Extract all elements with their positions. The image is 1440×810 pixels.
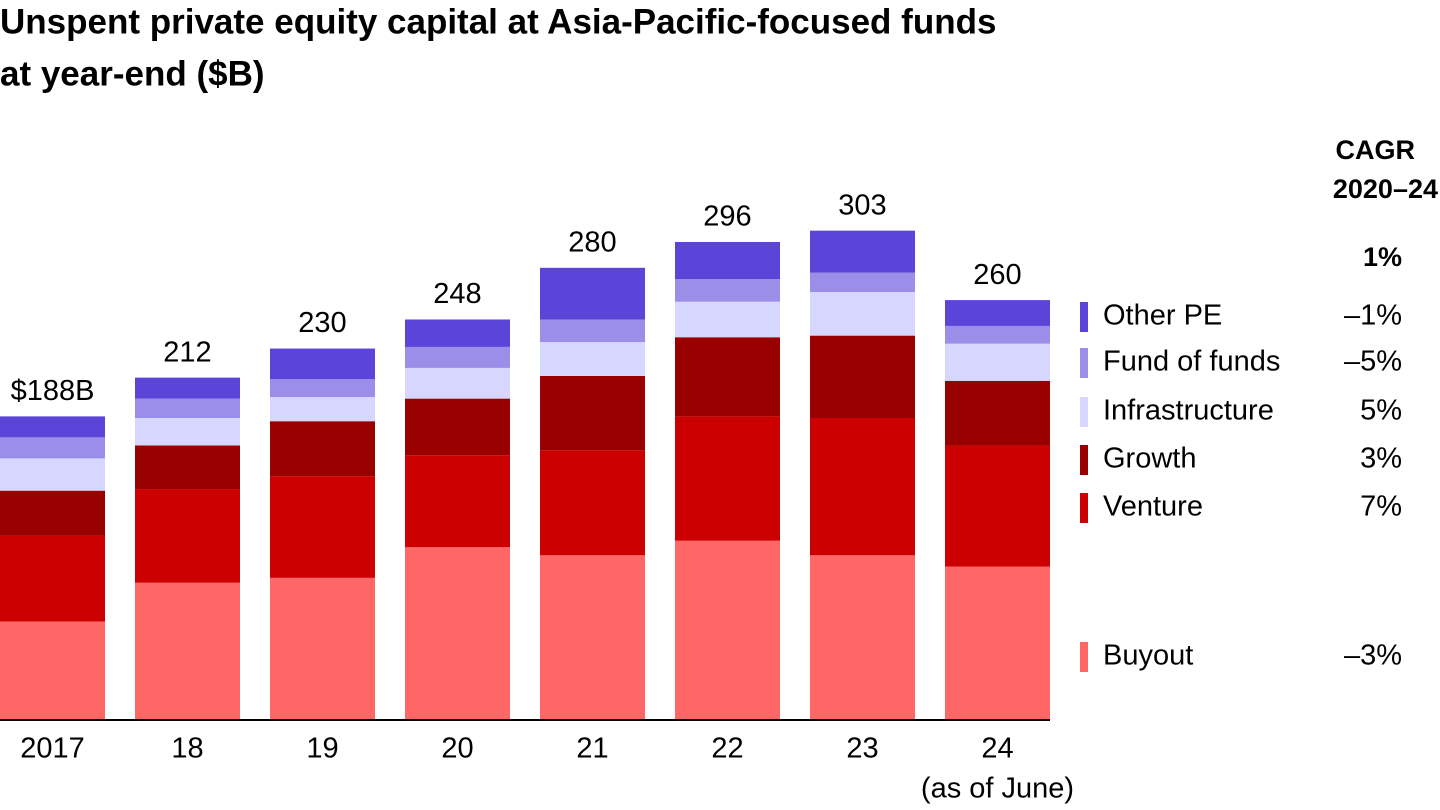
total-label: 230 bbox=[298, 307, 346, 339]
bar-segment bbox=[945, 343, 1050, 381]
total-label: $188B bbox=[11, 375, 95, 407]
bar-segment bbox=[270, 397, 375, 422]
bar-segment bbox=[270, 379, 375, 397]
x-tick-label: 19 bbox=[306, 733, 338, 765]
bar-segment bbox=[810, 272, 915, 293]
bar-segment bbox=[0, 535, 105, 622]
bar-segment bbox=[0, 437, 105, 459]
legend-swatch bbox=[1080, 397, 1088, 427]
bar-segment bbox=[945, 300, 1050, 326]
legend-swatch bbox=[1080, 642, 1088, 672]
bar-segment bbox=[135, 489, 240, 583]
bar-segment bbox=[0, 490, 105, 536]
legend-swatch bbox=[1080, 302, 1088, 332]
bar-segment bbox=[270, 577, 375, 720]
bar-segment bbox=[810, 417, 915, 556]
x-tick-label: 21 bbox=[576, 733, 608, 765]
bar-segment bbox=[135, 398, 240, 418]
legend-label: Fund of funds bbox=[1103, 346, 1280, 378]
chart-title: Unspent private equity capital at Asia-P… bbox=[0, 2, 996, 41]
chart-title: at year-end ($B) bbox=[0, 54, 265, 93]
bar-segment bbox=[270, 476, 375, 578]
legend-label: Infrastructure bbox=[1103, 395, 1274, 427]
x-tick-label: 20 bbox=[441, 733, 473, 765]
legend-label: Growth bbox=[1103, 443, 1196, 475]
cagr-value: 5% bbox=[1360, 395, 1402, 427]
total-label: 248 bbox=[433, 278, 481, 310]
bar-segment bbox=[405, 547, 510, 720]
cagr-value: –3% bbox=[1344, 640, 1402, 672]
bar-segment bbox=[405, 398, 510, 456]
bar-segment bbox=[945, 380, 1050, 446]
bar-segment bbox=[540, 342, 645, 377]
legend-label: Buyout bbox=[1103, 640, 1193, 672]
cagr-total: 1% bbox=[1363, 242, 1402, 272]
bar-segment bbox=[675, 301, 780, 338]
total-label: 280 bbox=[568, 226, 616, 258]
total-label: 212 bbox=[163, 336, 211, 368]
bar-segment bbox=[270, 421, 375, 477]
bar-segment bbox=[135, 417, 240, 446]
bar-segment bbox=[0, 416, 105, 438]
x-tick-label: 22 bbox=[711, 733, 743, 765]
bar-segment bbox=[675, 416, 780, 541]
bar-segment bbox=[810, 555, 915, 720]
bar-segment bbox=[405, 455, 510, 548]
bar-segment bbox=[135, 377, 240, 399]
bar-segment bbox=[540, 267, 645, 320]
x-tick-label: 23 bbox=[846, 733, 878, 765]
legend-swatch bbox=[1080, 348, 1088, 378]
bar-segment bbox=[675, 279, 780, 302]
bar-segment bbox=[810, 230, 915, 273]
cagr-value: –5% bbox=[1344, 346, 1402, 378]
bar-segment bbox=[0, 621, 105, 720]
bar-segment bbox=[540, 376, 645, 451]
total-label: 260 bbox=[973, 259, 1021, 291]
bar-segment bbox=[135, 582, 240, 720]
x-tick-label: 18 bbox=[171, 733, 203, 765]
total-label: 303 bbox=[838, 189, 886, 221]
bar-segment bbox=[405, 319, 510, 347]
legend-label: Venture bbox=[1103, 491, 1203, 523]
legend-swatch bbox=[1080, 493, 1088, 523]
cagr-header: 2020–24 bbox=[1333, 174, 1438, 204]
bar-segment bbox=[675, 540, 780, 720]
bar-segment bbox=[0, 458, 105, 491]
cagr-header: CAGR bbox=[1336, 135, 1416, 165]
legend-label: Other PE bbox=[1103, 300, 1222, 332]
x-tick-note: (as of June) bbox=[921, 773, 1074, 805]
bar-segment bbox=[810, 292, 915, 336]
cagr-value: 3% bbox=[1360, 443, 1402, 475]
bar-segment bbox=[810, 335, 915, 418]
bar-segment bbox=[945, 566, 1050, 720]
bar-segment bbox=[945, 445, 1050, 567]
bar-segment bbox=[405, 346, 510, 368]
bar-segment bbox=[135, 445, 240, 490]
bar-segment bbox=[540, 450, 645, 556]
bar-segment bbox=[540, 555, 645, 720]
legend-swatch bbox=[1080, 445, 1088, 475]
bar-segment bbox=[405, 367, 510, 399]
cagr-value: 7% bbox=[1360, 491, 1402, 523]
bar-segment bbox=[675, 241, 780, 280]
cagr-value: –1% bbox=[1344, 300, 1402, 332]
bar-segment bbox=[270, 348, 375, 380]
bar-segment bbox=[945, 325, 1050, 344]
x-tick-label: 24 bbox=[981, 733, 1013, 765]
bar-segment bbox=[675, 337, 780, 417]
x-tick-label: 2017 bbox=[20, 733, 85, 765]
total-label: 296 bbox=[703, 201, 751, 233]
bar-segment bbox=[540, 319, 645, 343]
